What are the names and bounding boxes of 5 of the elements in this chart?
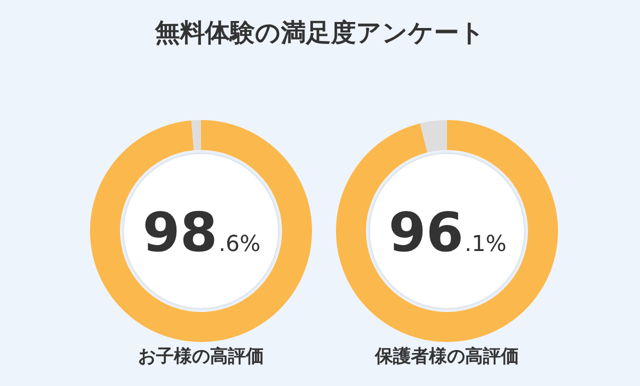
text: 保護者様の高評価 (374, 345, 520, 368)
text: 無料体験の満足度アンケート (154, 17, 486, 49)
text: お子様の高評価 (137, 345, 265, 368)
data-label: 96.1% (388, 201, 507, 264)
data-label: 98.6% (142, 201, 261, 264)
